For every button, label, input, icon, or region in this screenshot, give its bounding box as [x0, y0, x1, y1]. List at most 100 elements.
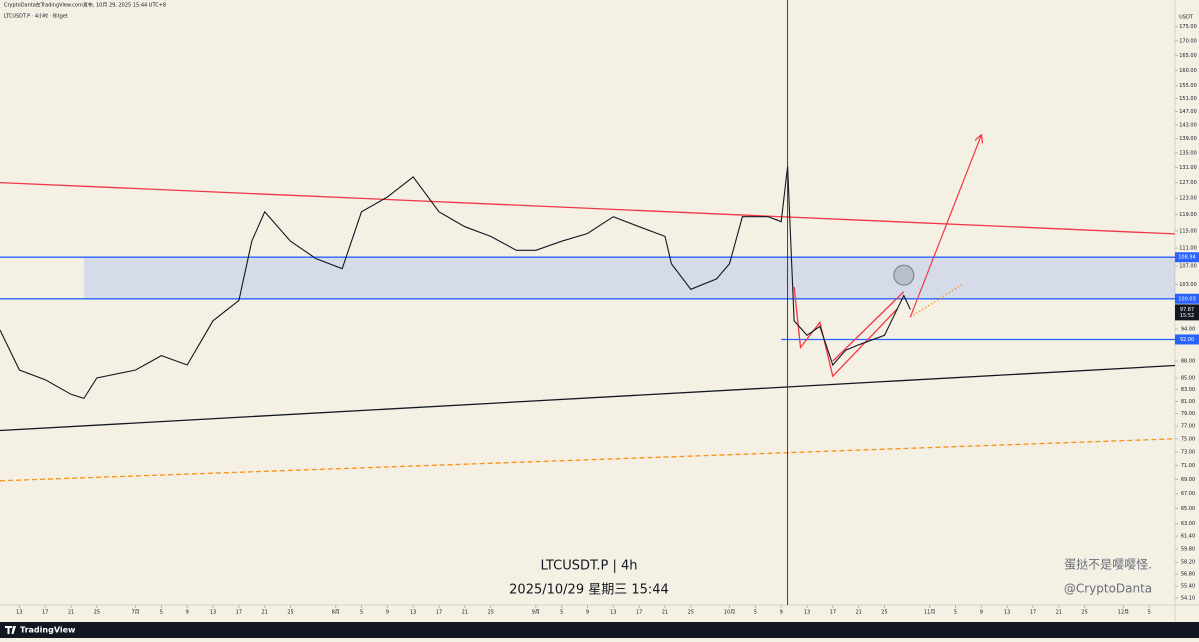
watermark: @CryptoDanta — [1064, 582, 1152, 596]
arrow — [909, 135, 981, 318]
x-tick-label: 5 — [754, 610, 757, 616]
x-tick-label: 7月 — [131, 610, 139, 616]
y-tick-label: 69.00 — [1181, 477, 1195, 483]
y-tick-label: 143.00 — [1179, 122, 1197, 128]
x-tick-label: 13 — [16, 610, 22, 616]
x-tick-label: 21 — [662, 610, 668, 616]
y-tick-label: 111.00 — [1179, 246, 1197, 252]
y-tick-label: 165.00 — [1179, 53, 1197, 59]
y-tick-label: 85.00 — [1181, 375, 1195, 381]
y-unit: USDT — [1179, 15, 1194, 21]
y-tick-label: 94.00 — [1181, 327, 1195, 333]
trendline — [0, 364, 1176, 432]
trendline — [793, 286, 898, 378]
y-tick-label: 83.00 — [1181, 387, 1195, 393]
x-tick-label: 9 — [186, 610, 189, 616]
y-tick-label: 139.00 — [1179, 136, 1197, 142]
price-label: 100.03 — [1178, 296, 1196, 302]
x-tick-label: 21 — [855, 610, 861, 616]
publish-info: CryptoDanta在TradingView.com发布, 10月 29, 2… — [4, 2, 166, 9]
y-tick-label: 155.00 — [1179, 83, 1197, 89]
x-tick-label: 17 — [830, 610, 836, 616]
x-tick-label: 25 — [1081, 610, 1087, 616]
y-tick-label: 127.00 — [1179, 180, 1197, 186]
x-tick-label: 13 — [804, 610, 810, 616]
y-tick-label: 81.00 — [1181, 399, 1195, 405]
x-tick-label: 9月 — [532, 610, 540, 616]
y-tick-label: 160.00 — [1179, 68, 1197, 74]
brand: TradingView — [20, 626, 76, 635]
x-tick-label: 10月 — [724, 610, 735, 616]
y-tick-label: 73.00 — [1181, 449, 1195, 455]
y-tick-label: 55.40 — [1181, 584, 1195, 590]
price-line — [0, 166, 911, 400]
trendline — [0, 438, 1176, 482]
y-tick-label: 151.00 — [1179, 96, 1197, 102]
x-tick-label: 21 — [462, 610, 468, 616]
price-label: 97.87 — [1180, 307, 1194, 313]
symbol-info: LTCUSDT.P · 4小时 · Bitget — [4, 13, 68, 20]
x-tick-label: 17 — [636, 610, 642, 616]
y-tick-label: 147.00 — [1179, 109, 1197, 115]
price-label-box — [1175, 334, 1199, 345]
trendline — [832, 291, 905, 362]
brand-logo — [5, 626, 16, 634]
x-tick-label: 9 — [586, 610, 589, 616]
x-tick-label: 8月 — [332, 610, 340, 616]
price-label-box — [1175, 252, 1199, 263]
y-tick-label: 65.00 — [1181, 506, 1195, 512]
y-tick-label: 77.00 — [1181, 424, 1195, 430]
x-tick-label: 5 — [560, 610, 563, 616]
x-tick-label: 5 — [160, 610, 163, 616]
trendline — [0, 181, 1176, 235]
y-tick-label: 88.00 — [1181, 359, 1195, 365]
y-tick-label: 131.00 — [1179, 165, 1197, 171]
x-tick-label: 17 — [436, 610, 442, 616]
y-tick-label: 59.80 — [1181, 547, 1195, 553]
y-tick-label: 175.00 — [1179, 24, 1197, 30]
price-label-box — [1175, 293, 1199, 304]
x-tick-label: 13 — [610, 610, 616, 616]
x-tick-label: 5 — [1148, 610, 1151, 616]
y-tick-label: 123.00 — [1179, 196, 1197, 202]
y-tick-label: 63.00 — [1181, 521, 1195, 527]
x-tick-label: 21 — [68, 610, 74, 616]
y-tick-label: 79.00 — [1181, 411, 1195, 417]
x-tick-label: 21 — [1056, 610, 1062, 616]
price-label: 92.00 — [1180, 337, 1194, 343]
x-tick-label: 5 — [954, 610, 957, 616]
x-tick-label: 13 — [210, 610, 216, 616]
y-tick-label: 103.00 — [1179, 282, 1197, 288]
y-tick-label: 119.00 — [1179, 212, 1197, 218]
x-tick-label: 25 — [487, 610, 493, 616]
y-tick-label: 56.80 — [1181, 572, 1195, 578]
x-tick-label: 25 — [94, 610, 100, 616]
x-tick-label: 12月 — [1118, 610, 1129, 616]
x-tick-label: 25 — [881, 610, 887, 616]
y-tick-label: 107.00 — [1179, 263, 1197, 269]
y-tick-label: 115.00 — [1179, 228, 1197, 234]
marker-circle — [893, 264, 915, 286]
x-tick-label: 17 — [1030, 610, 1036, 616]
x-tick-label: 13 — [1004, 610, 1010, 616]
footer-bar — [0, 622, 1199, 638]
x-tick-label: 9 — [386, 610, 389, 616]
price-label-box — [1175, 304, 1199, 321]
x-tick-label: 13 — [410, 610, 416, 616]
chart-subtitle: 2025/10/29 星期三 15:44 — [509, 583, 669, 598]
x-tick-label: 9 — [980, 610, 983, 616]
x-tick-label: 21 — [262, 610, 268, 616]
y-tick-label: 67.00 — [1181, 491, 1195, 497]
x-tick-label: 17 — [42, 610, 48, 616]
x-tick-label: 11月 — [924, 610, 935, 616]
y-tick-label: 54.10 — [1181, 595, 1195, 601]
y-tick-label: 75.00 — [1181, 436, 1195, 442]
zone — [83, 257, 1175, 299]
x-tick-label: 9 — [780, 610, 783, 616]
chart-title: LTCUSDT.P | 4h — [540, 559, 637, 574]
x-tick-label: 5 — [360, 610, 363, 616]
x-tick-label: 25 — [287, 610, 293, 616]
